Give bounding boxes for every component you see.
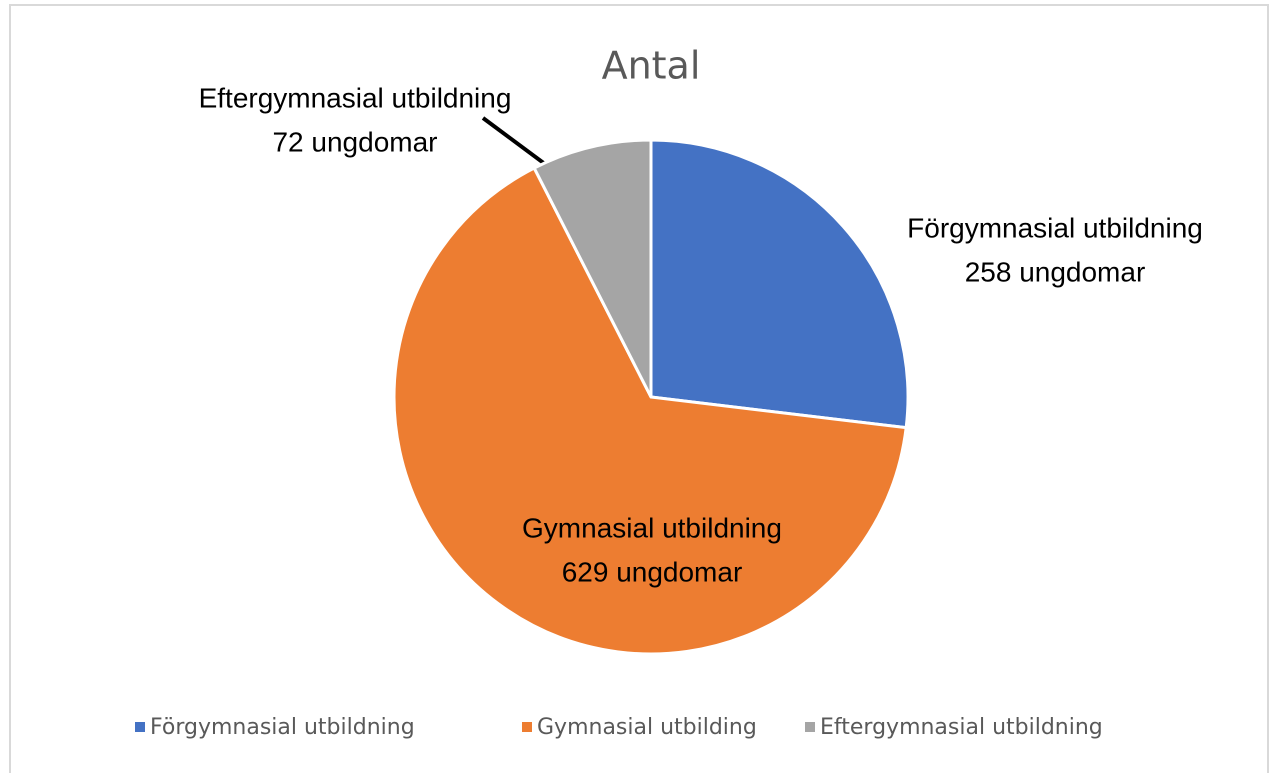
legend-swatch	[805, 722, 815, 732]
data-label-name: Eftergymnasial utbildning	[199, 82, 512, 113]
data-label: 629 ungdomar	[562, 556, 743, 587]
legend-label: Förgymnasial utbildning	[150, 715, 415, 740]
legend-swatch	[135, 722, 145, 732]
pie-slice	[392, 166, 908, 656]
chart-title: Antal	[602, 44, 701, 88]
legend-swatch	[522, 722, 532, 732]
data-label: 72 ungdomar	[272, 126, 437, 157]
chart-border	[9, 4, 1269, 773]
data-label-name: Förgymnasial utbildning	[907, 212, 1203, 243]
legend-label: Eftergymnasial utbildning	[820, 715, 1103, 740]
legend-label: Gymnasial utbilding	[537, 715, 757, 740]
pie-slice	[532, 138, 653, 398]
data-label: 258 ungdomar	[965, 256, 1146, 287]
pie-slice	[649, 138, 910, 430]
data-label-name: Gymnasial utbildning	[522, 512, 782, 543]
